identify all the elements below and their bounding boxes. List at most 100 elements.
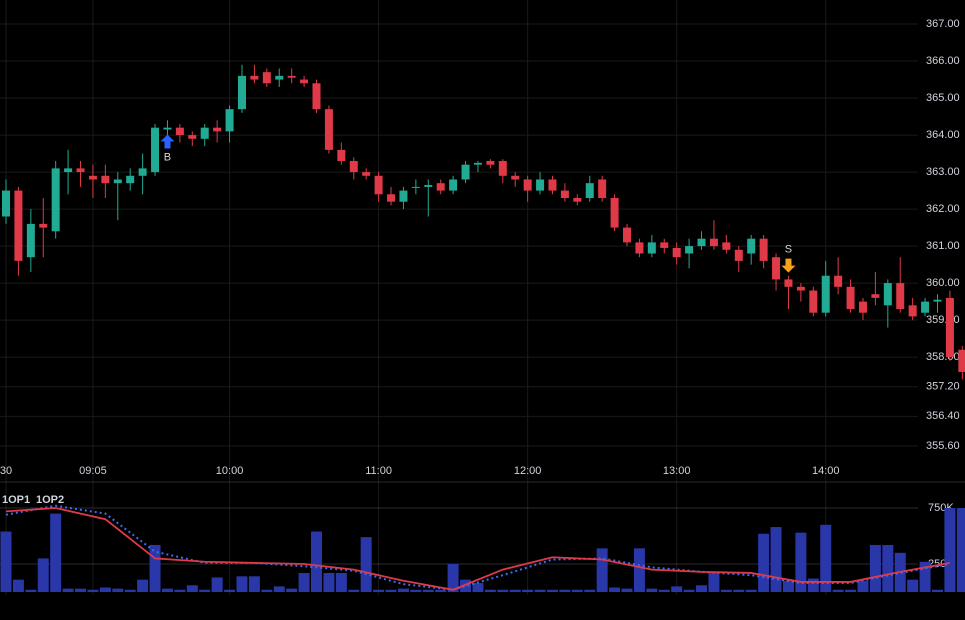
candle-body — [523, 179, 532, 191]
volume-bar — [932, 589, 943, 592]
y-tick-label: 356.40 — [926, 410, 960, 422]
candle-body — [14, 190, 23, 261]
candle-body — [896, 283, 905, 310]
candle-body — [660, 242, 669, 248]
volume-bar — [621, 588, 633, 592]
candle-body — [337, 149, 346, 161]
candle-body — [113, 179, 122, 184]
volume-bar — [124, 589, 136, 592]
signal-arrow — [781, 258, 796, 273]
candle-body — [759, 238, 768, 261]
candle-body — [536, 179, 545, 191]
candle-body — [424, 185, 433, 187]
volume-bar — [571, 589, 583, 592]
volume-bar — [224, 589, 236, 592]
volume-bar — [671, 586, 683, 592]
candle-body — [685, 246, 694, 254]
volume-bar — [99, 587, 111, 592]
volume-bar — [75, 588, 87, 592]
volume-bar — [397, 588, 409, 592]
volume-bar — [472, 583, 484, 592]
volume-bar — [37, 558, 49, 592]
volume-bar — [857, 580, 869, 592]
volume-bar — [758, 533, 770, 592]
volume-bar — [907, 579, 919, 592]
candle-body — [933, 299, 942, 302]
x-tick-label: 11:00 — [365, 465, 392, 477]
candle-body — [958, 349, 965, 372]
candle-body — [772, 257, 781, 280]
candle-body — [200, 127, 209, 139]
y-tick-label: 363.00 — [926, 166, 960, 178]
candle-body — [362, 172, 371, 176]
volume-bar — [696, 585, 708, 592]
candle-body — [548, 179, 557, 191]
volume-bar — [261, 589, 273, 592]
volume-bar — [584, 589, 596, 592]
candle-body — [275, 75, 284, 80]
volume-bar — [546, 589, 558, 592]
volume-bar — [460, 579, 472, 592]
volume-bar — [658, 589, 670, 592]
candle-body — [871, 294, 880, 298]
legend-entry: 1OP1 — [2, 494, 30, 506]
candle-body — [138, 168, 147, 176]
volume-bar — [733, 589, 745, 592]
volume-bar — [149, 544, 161, 592]
volume-bar — [0, 531, 12, 592]
volume-bar — [882, 544, 894, 592]
volume-bar — [497, 589, 509, 592]
volume-bar — [869, 544, 881, 592]
candle-body — [722, 242, 731, 250]
candle-body — [834, 275, 843, 287]
signal-arrow — [160, 134, 175, 149]
volume-bar — [273, 586, 285, 592]
volume-bar — [62, 588, 74, 592]
candle-body — [213, 127, 222, 132]
candle-body — [101, 175, 110, 184]
volume-bar — [683, 589, 695, 592]
volume-bar — [199, 589, 211, 592]
candle-body — [163, 127, 172, 130]
candle-body — [436, 183, 445, 191]
volume-bar — [323, 572, 335, 592]
y-tick-label: 355.60 — [926, 440, 960, 452]
candle-body — [76, 168, 85, 173]
volume-bar — [186, 585, 198, 592]
volume-bar — [745, 589, 757, 592]
volume-bar — [311, 531, 322, 592]
y-tick-label: 361.00 — [926, 240, 960, 252]
x-tick-label: 09:05 — [79, 465, 107, 477]
volume-bar — [832, 589, 844, 592]
candle-body — [486, 160, 495, 165]
volume-bar — [385, 589, 397, 592]
volume-bar — [534, 589, 546, 592]
candle-body — [747, 238, 756, 254]
candle-body — [573, 197, 582, 202]
volume-bar — [12, 579, 24, 592]
x-tick-label: 10:00 — [216, 465, 244, 477]
candle-body — [809, 290, 818, 313]
candle-body — [585, 183, 594, 198]
candle-body — [188, 135, 197, 139]
candle-body — [39, 223, 48, 228]
y-tick-label: 360.00 — [926, 277, 960, 289]
volume-bar — [174, 589, 186, 592]
volume-bar — [795, 532, 807, 592]
y-tick-label: 364.00 — [926, 129, 960, 141]
volume-bar — [447, 564, 459, 592]
volume-bar — [360, 537, 372, 592]
candle-body — [883, 283, 892, 306]
candle-body — [498, 160, 507, 176]
candle-body — [921, 301, 930, 313]
candle-body — [610, 197, 619, 228]
candle-body — [858, 301, 867, 313]
candle-body — [511, 175, 520, 180]
volume-bar — [161, 588, 173, 592]
volume-bar — [422, 589, 434, 592]
volume-bar — [807, 578, 819, 592]
candle-body — [2, 190, 10, 217]
volume-bar — [522, 589, 534, 592]
